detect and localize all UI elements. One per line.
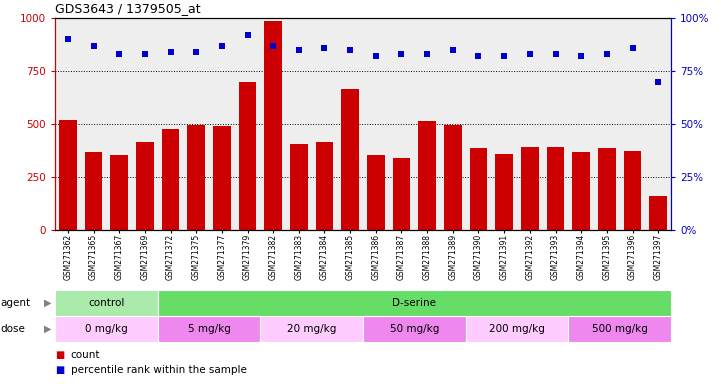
- Text: D-serine: D-serine: [392, 298, 436, 308]
- Bar: [260, 316, 363, 342]
- Bar: [59, 120, 77, 230]
- Bar: [213, 126, 231, 230]
- Bar: [392, 158, 410, 230]
- Text: dose: dose: [1, 324, 26, 334]
- Text: 5 mg/kg: 5 mg/kg: [187, 324, 231, 334]
- Bar: [466, 316, 568, 342]
- Text: ■: ■: [55, 365, 64, 375]
- Bar: [84, 152, 102, 230]
- Bar: [158, 316, 260, 342]
- Bar: [239, 82, 257, 230]
- Bar: [55, 316, 158, 342]
- Text: 50 mg/kg: 50 mg/kg: [389, 324, 439, 334]
- Bar: [162, 129, 180, 230]
- Text: agent: agent: [1, 298, 31, 308]
- Bar: [158, 290, 671, 316]
- Bar: [649, 196, 667, 230]
- Bar: [495, 154, 513, 230]
- Text: 200 mg/kg: 200 mg/kg: [489, 324, 545, 334]
- Bar: [55, 290, 158, 316]
- Text: count: count: [71, 350, 100, 360]
- Bar: [598, 148, 616, 230]
- Bar: [316, 142, 334, 230]
- Bar: [367, 155, 385, 230]
- Bar: [418, 121, 436, 230]
- Text: ▶: ▶: [44, 324, 51, 334]
- Bar: [568, 316, 671, 342]
- Bar: [363, 316, 466, 342]
- Bar: [547, 147, 565, 230]
- Text: ▶: ▶: [44, 298, 51, 308]
- Bar: [290, 144, 308, 230]
- Text: 20 mg/kg: 20 mg/kg: [287, 324, 337, 334]
- Text: 0 mg/kg: 0 mg/kg: [85, 324, 128, 334]
- Bar: [624, 151, 642, 230]
- Bar: [110, 155, 128, 230]
- Text: control: control: [88, 298, 125, 308]
- Bar: [136, 142, 154, 230]
- Bar: [521, 147, 539, 230]
- Text: ■: ■: [55, 350, 64, 360]
- Bar: [187, 125, 205, 230]
- Text: 500 mg/kg: 500 mg/kg: [592, 324, 647, 334]
- Text: GDS3643 / 1379505_at: GDS3643 / 1379505_at: [55, 2, 200, 15]
- Text: percentile rank within the sample: percentile rank within the sample: [71, 365, 247, 375]
- Bar: [341, 89, 359, 230]
- Bar: [469, 148, 487, 230]
- Bar: [444, 125, 462, 230]
- Bar: [572, 152, 590, 230]
- Bar: [264, 21, 282, 230]
